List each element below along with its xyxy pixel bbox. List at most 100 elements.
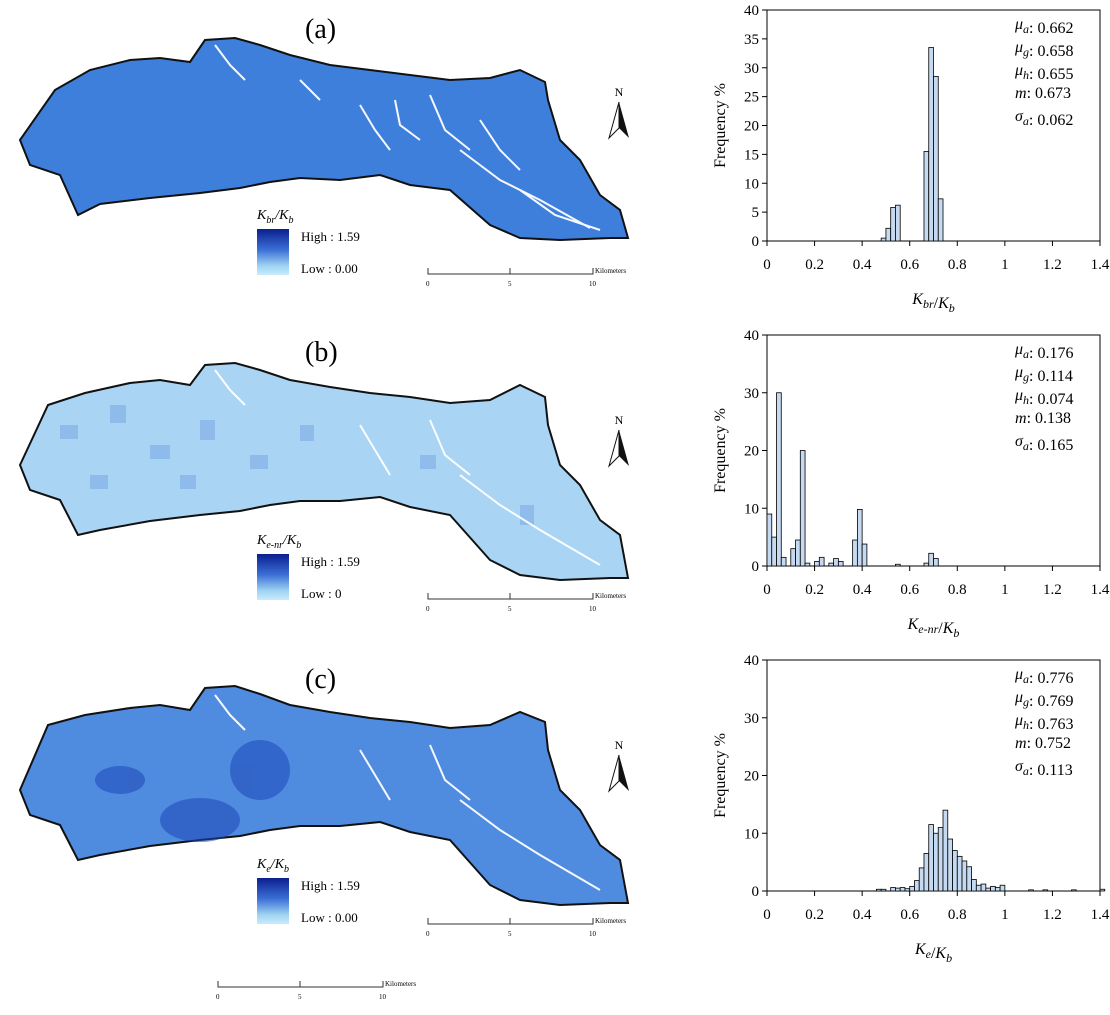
histogram-bar xyxy=(914,880,920,892)
histogram-bar xyxy=(890,887,896,892)
histogram-bar xyxy=(909,885,915,892)
histogram-bar xyxy=(923,151,930,242)
legend-color-ramp xyxy=(257,554,289,600)
histogram-bar xyxy=(1071,889,1077,892)
histogram-bar xyxy=(1042,889,1049,892)
stat-entry: μg: 0.114 xyxy=(1014,364,1073,385)
y-tick-label: 0 xyxy=(752,559,760,575)
field-parcels xyxy=(60,405,534,525)
histogram-bar xyxy=(799,450,806,567)
x-tick-label: 1.4 xyxy=(1091,582,1110,598)
histogram-bar xyxy=(937,827,944,892)
x-axis-label: Kbr/Kb xyxy=(911,291,954,315)
y-tick-label: 20 xyxy=(744,119,759,135)
y-tick-label: 10 xyxy=(744,826,759,842)
y-axis-label: Frequency % xyxy=(712,408,729,493)
y-tick-label: 40 xyxy=(744,3,759,19)
bottom-scale-bar: 0 5 10 Kilometers xyxy=(216,980,416,1001)
legend-color-ramp xyxy=(257,229,289,275)
panel-label: (c) xyxy=(305,664,337,695)
x-tick-label: 1 xyxy=(1001,907,1009,923)
north-label: N xyxy=(614,85,624,99)
stat-entry: m: 0.673 xyxy=(1015,85,1071,102)
stat-entry: m: 0.138 xyxy=(1015,410,1071,427)
histogram-bar xyxy=(994,887,1001,892)
watershed-polygon xyxy=(18,361,630,582)
histogram-bar xyxy=(780,556,787,567)
north-arrow: N xyxy=(607,85,631,144)
histogram-bar xyxy=(956,855,963,892)
scale-unit: Kilometers xyxy=(385,980,416,988)
y-tick-label: 35 xyxy=(744,32,759,48)
scale-unit: Kilometers xyxy=(595,592,626,600)
stat-entry: m: 0.752 xyxy=(1015,735,1071,752)
histogram-chart: 0 5 10 15 20 25 30 35 40 0 0.2 0.4 0.6 0.8 1 1.2 1.4 Freq… xyxy=(712,3,1110,315)
north-arrow: N xyxy=(607,413,631,472)
x-tick-label: 0 xyxy=(763,907,771,923)
y-axis-label: Frequency % xyxy=(712,83,729,168)
histogram-bar xyxy=(923,562,930,567)
north-arrow-icon xyxy=(608,429,629,468)
stat-entry: σa: 0.062 xyxy=(1015,108,1073,129)
x-tick-label: 0.6 xyxy=(900,907,919,923)
watershed-polygon xyxy=(18,684,630,907)
scale-tick-10: 10 xyxy=(379,993,387,1001)
x-tick-label: 0.2 xyxy=(805,907,824,923)
histogram-bar xyxy=(1028,889,1034,892)
histogram-bar xyxy=(895,204,901,242)
legend-color-ramp xyxy=(257,878,289,924)
x-tick-label: 1.4 xyxy=(1091,257,1110,273)
north-arrow-icon xyxy=(608,754,629,793)
x-tick-label: 0.8 xyxy=(948,907,967,923)
scale-tick-0: 0 xyxy=(216,993,220,1001)
histogram-bar xyxy=(952,850,958,892)
scale-tick-10: 10 xyxy=(589,280,597,288)
histogram-bar xyxy=(999,884,1006,892)
histogram-bar xyxy=(937,198,944,242)
legend-low: Low : 0 xyxy=(301,586,342,601)
histogram-bar xyxy=(933,558,939,567)
x-tick-label: 1 xyxy=(1001,582,1009,598)
legend-high: High : 1.59 xyxy=(301,229,360,244)
histogram-bar xyxy=(795,539,801,567)
x-tick-label: 0 xyxy=(763,257,771,273)
histogram-bar xyxy=(933,76,939,242)
y-tick-label: 0 xyxy=(752,884,760,900)
legend-high: High : 1.59 xyxy=(301,554,360,569)
scale-bar: 0 5 10 Kilometers xyxy=(426,917,626,938)
panel-label: (b) xyxy=(305,337,338,368)
stream-network xyxy=(214,369,601,566)
stat-entry: μg: 0.769 xyxy=(1014,689,1073,710)
stream-network xyxy=(214,44,601,231)
north-label: N xyxy=(614,738,624,752)
x-axis-label: Ke/Kb xyxy=(914,941,952,965)
x-tick-label: 0.6 xyxy=(900,582,919,598)
histogram-bar xyxy=(852,539,858,567)
y-tick-label: 30 xyxy=(744,61,759,77)
y-tick-label: 25 xyxy=(744,90,759,106)
histogram-bar xyxy=(918,867,925,892)
histogram-bar xyxy=(890,207,896,242)
histogram-bar xyxy=(904,888,911,892)
y-tick-label: 5 xyxy=(752,205,760,221)
histogram-bar xyxy=(885,227,892,242)
x-tick-label: 0.2 xyxy=(805,257,824,273)
histogram-bar xyxy=(771,536,777,567)
histogram-bar xyxy=(966,866,972,892)
histogram-bar xyxy=(880,237,887,242)
north-arrow: N xyxy=(607,738,631,797)
histogram-bar xyxy=(837,560,844,567)
histogram-bar xyxy=(971,879,977,892)
x-tick-label: 0.4 xyxy=(853,582,872,598)
scale-tick-0: 0 xyxy=(426,280,430,288)
x-tick-label: 0.8 xyxy=(948,257,967,273)
stat-entry: σa: 0.165 xyxy=(1015,433,1073,454)
scale-tick-5: 5 xyxy=(508,605,512,613)
stat-entry: μh: 0.763 xyxy=(1014,712,1073,733)
histogram-bar xyxy=(928,824,934,892)
histogram-bar xyxy=(856,509,863,567)
y-tick-label: 10 xyxy=(744,501,759,517)
x-tick-label: 1.4 xyxy=(1091,907,1110,923)
panel-c: (c) Ke/Kb High : 1.59 Low : 0.00 N 0 5 1… xyxy=(0,650,1110,975)
x-tick-label: 0.4 xyxy=(853,907,872,923)
